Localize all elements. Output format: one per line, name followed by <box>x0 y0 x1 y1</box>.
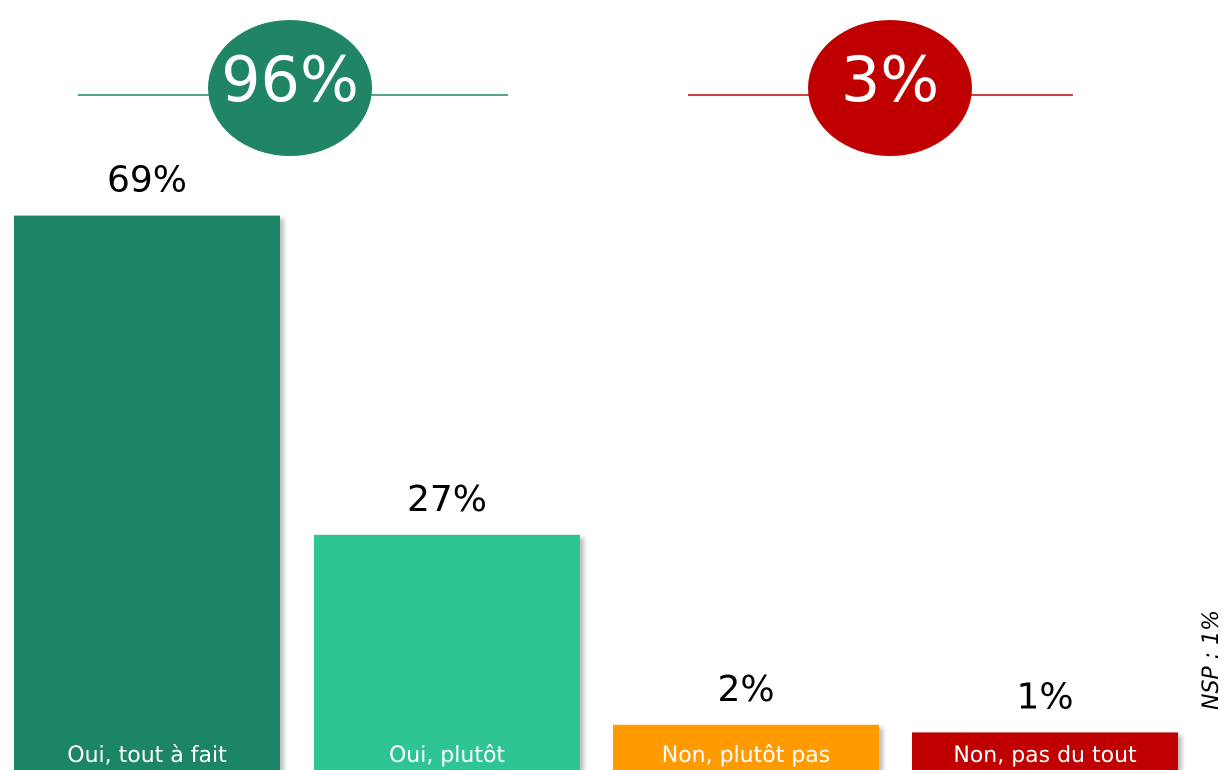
bar <box>613 724 879 770</box>
bar <box>14 215 280 770</box>
note: NSP : 1% <box>1199 610 1224 710</box>
summary-label: 96% <box>221 43 359 116</box>
value-label: 27% <box>407 479 487 520</box>
bar <box>314 534 580 770</box>
summary-badge <box>808 20 972 156</box>
category-label: Non, pas du tout <box>953 743 1137 768</box>
value-label: 2% <box>717 669 774 710</box>
value-label: 1% <box>1016 676 1073 717</box>
category-label: Oui, tout à fait <box>67 743 227 768</box>
category-label: Oui, plutôt <box>389 743 505 768</box>
category-label: Non, plutôt pas <box>662 743 830 768</box>
summary-label: 3% <box>841 43 939 116</box>
value-label: 69% <box>107 160 187 201</box>
bar <box>912 732 1178 770</box>
summary-badge <box>208 20 372 156</box>
